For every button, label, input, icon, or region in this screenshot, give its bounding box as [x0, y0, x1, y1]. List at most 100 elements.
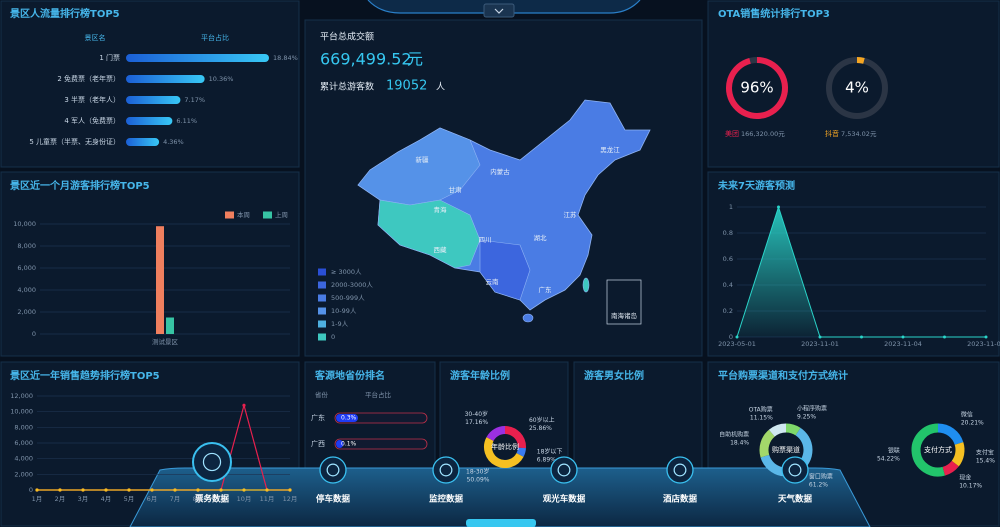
point — [35, 488, 39, 492]
pie-label: 现金 — [959, 474, 971, 482]
nav-icon — [557, 463, 571, 477]
pie-center-label: 购票渠道 — [772, 445, 800, 454]
value-label: 0.1% — [341, 441, 357, 448]
nav-handle[interactable] — [466, 519, 536, 527]
nav-label[interactable]: 票务数据 — [194, 494, 230, 505]
panel-title: OTA销售统计排行TOP3 — [718, 7, 830, 20]
row-label: 2 免费票（老年票） — [57, 74, 120, 83]
map-label: 江苏 — [564, 210, 578, 219]
point — [735, 335, 739, 339]
column-header: 省份 — [315, 390, 329, 399]
x-tick-label: 3月 — [78, 495, 89, 503]
pie-center-label: 年龄比例 — [491, 442, 519, 451]
pie-label: 60岁以上 — [529, 416, 555, 424]
panel-title: 游客男女比例 — [584, 369, 644, 382]
x-tick-label: 1月 — [32, 495, 43, 503]
legend-swatch — [225, 211, 234, 219]
gauge-arc — [856, 57, 865, 64]
pie-segment — [911, 423, 945, 477]
x-tick-label: 2023-11-05 — [967, 340, 1000, 348]
pie-value: 9.25% — [797, 414, 816, 421]
pie-value: 50.09% — [467, 477, 490, 484]
map-label: 黑龙江 — [600, 145, 620, 154]
legend-swatch — [318, 333, 326, 341]
y-tick-label: 4,000 — [17, 286, 36, 294]
pie-label: 窗口购票 — [809, 472, 833, 480]
legend-label: 10-99人 — [331, 307, 357, 315]
sales-value: 669,499.52 — [320, 50, 412, 69]
map-label: 内蒙古 — [490, 167, 510, 176]
nav-label[interactable]: 停车数据 — [316, 494, 351, 505]
legend-swatch — [318, 307, 326, 315]
pie-label: 30-40岁 — [465, 410, 488, 418]
sales-unit: 元 — [407, 50, 423, 69]
pie-label: 小程序购票 — [797, 405, 827, 413]
panel-title: 客源地省份排名 — [314, 369, 385, 382]
nav-label[interactable]: 酒店数据 — [663, 494, 698, 505]
x-tick-label: 5月 — [124, 495, 135, 503]
pie-label: 银联 — [888, 447, 900, 455]
pie-label: OTA购票 — [749, 405, 773, 413]
nav-label[interactable]: 天气数据 — [778, 494, 813, 505]
nav-label[interactable]: 监控数据 — [429, 494, 464, 505]
visitors-label: 累计总游客数 — [320, 81, 374, 93]
point — [58, 488, 62, 492]
map-label: 青海 — [434, 205, 448, 214]
nav-icon — [673, 463, 687, 477]
panel-title: 平台购票渠道和支付方式统计 — [718, 369, 848, 382]
value-label: 6.11% — [176, 117, 197, 125]
visitors-value: 19052 — [386, 79, 427, 94]
nav-icon-ring[interactable] — [319, 456, 347, 484]
nav-label[interactable]: 观光车数据 — [543, 494, 586, 505]
value-label: 7.17% — [184, 96, 205, 104]
map-label: 湖北 — [534, 233, 548, 242]
sales-label: 平台总成交额 — [320, 31, 374, 43]
nav-icon-ring[interactable] — [550, 456, 578, 484]
x-tick-label: 11月 — [260, 495, 275, 503]
map-island — [582, 277, 590, 293]
value-label: 18.84% — [273, 54, 298, 62]
nav-icon-ring[interactable] — [192, 442, 232, 482]
progress-track — [334, 438, 428, 450]
pie-segment — [486, 426, 506, 442]
pie-segment — [942, 460, 959, 476]
panel — [0, 171, 300, 357]
progress-bar — [336, 440, 344, 448]
point — [288, 488, 292, 492]
chevron-icon — [494, 8, 504, 14]
map-region — [479, 239, 531, 301]
progress-bar — [336, 414, 358, 422]
bar — [166, 317, 174, 334]
gauge-amount: 7,534.02元 — [841, 130, 877, 138]
nav-icon-ring[interactable] — [666, 456, 694, 484]
map-label: 云南 — [486, 277, 500, 286]
nav-icon — [202, 452, 222, 472]
column-header: 景区名 — [85, 33, 106, 42]
gauge-value: 4% — [845, 79, 869, 97]
pie-center-label: 支付方式 — [924, 445, 952, 454]
x-tick-label: 6月 — [147, 495, 158, 503]
pie-segment — [759, 429, 775, 458]
pie-label: 支付宝 — [976, 449, 994, 457]
nav-icon-ring[interactable] — [432, 456, 460, 484]
bar — [126, 117, 173, 125]
point — [901, 335, 905, 339]
point — [81, 488, 85, 492]
x-tick-label: 10月 — [237, 495, 252, 503]
map-label: 西藏 — [434, 245, 448, 254]
nav-icon-ring[interactable] — [781, 456, 809, 484]
legend-label: 本周 — [237, 210, 250, 219]
y-tick-label: 0.6 — [723, 255, 733, 263]
y-tick-label: 2,000 — [14, 470, 33, 478]
legend-swatch — [318, 268, 326, 276]
point — [943, 335, 946, 339]
y-tick-label: 8,000 — [14, 423, 33, 431]
map-label: 广东 — [539, 285, 553, 294]
legend-swatch — [318, 281, 326, 289]
y-tick-label: 0.2 — [723, 307, 733, 315]
bar — [126, 75, 205, 83]
panel-title: 景区近一年销售趋势排行榜TOP5 — [10, 369, 160, 382]
collapse-button[interactable] — [483, 3, 515, 18]
